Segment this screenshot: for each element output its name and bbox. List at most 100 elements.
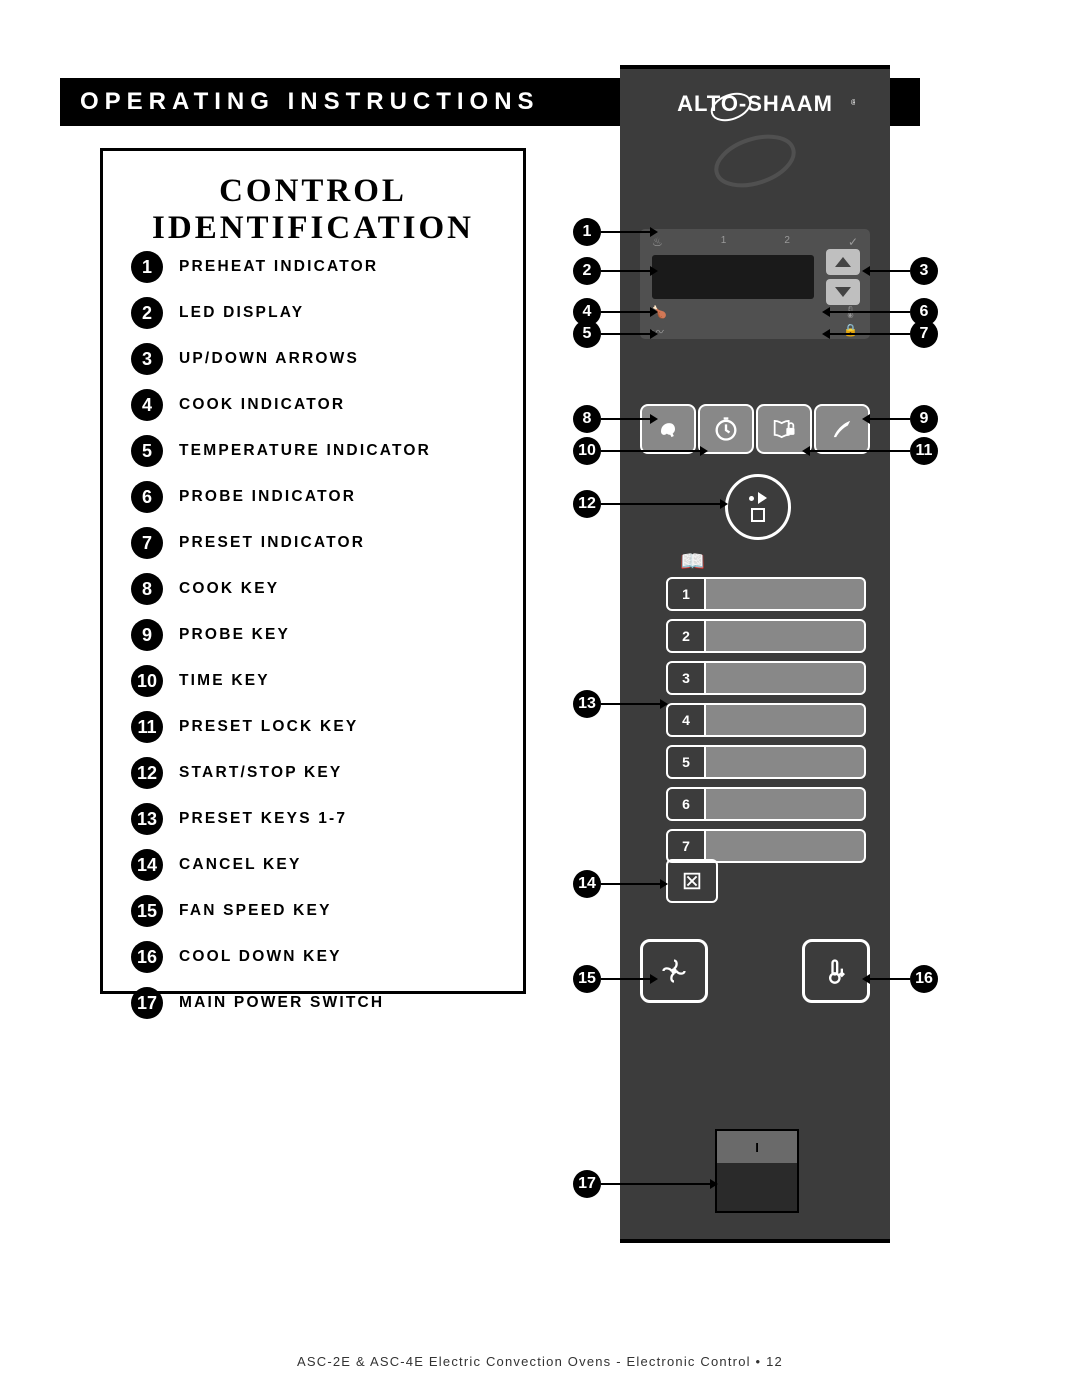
legend-title: CONTROL IDENTIFICATION bbox=[103, 173, 523, 247]
legend-row: 8Cook Key bbox=[131, 573, 495, 605]
display-area: ♨ 1 2 ✓ 🍗 🌡 〰 🔒 bbox=[640, 229, 870, 339]
footer-text: ASC-2E & ASC-4E Electric Convection Oven… bbox=[297, 1354, 783, 1369]
callout-leader bbox=[810, 450, 910, 452]
legend-number: 15 bbox=[131, 895, 163, 927]
legend-row: 6Probe Indicator bbox=[131, 481, 495, 513]
preset-slot bbox=[706, 703, 866, 737]
callout-leader bbox=[830, 333, 910, 335]
legend-row: 1 Preheat Indicator bbox=[131, 251, 495, 283]
brand-logo: ALTO-SHAAM ® bbox=[620, 87, 890, 189]
legend-number: 11 bbox=[131, 711, 163, 743]
callout-number: 11 bbox=[910, 437, 938, 465]
legend-label: Probe Key bbox=[179, 626, 290, 644]
arrow-right-icon bbox=[650, 266, 658, 276]
legend-row: 17Main Power Switch bbox=[131, 987, 495, 1019]
legend-label: Temperature Indicator bbox=[179, 442, 431, 460]
triangle-up-icon bbox=[835, 257, 851, 267]
preset-key[interactable]: 5 bbox=[666, 745, 866, 779]
cool-down-key[interactable] bbox=[802, 939, 870, 1003]
preset-number: 6 bbox=[666, 787, 706, 821]
legend-number: 12 bbox=[131, 757, 163, 789]
legend-row: 2LED Display bbox=[131, 297, 495, 329]
arrow-right-icon bbox=[660, 879, 668, 889]
main-power-switch[interactable]: I bbox=[715, 1129, 799, 1213]
callout-leader bbox=[601, 1183, 710, 1185]
callout-leader bbox=[870, 418, 910, 420]
chicken-icon bbox=[654, 415, 682, 443]
legend-row: 11 Preset Lock Key bbox=[131, 711, 495, 743]
power-switch-top: I bbox=[717, 1131, 797, 1163]
legend-label: Preset Keys 1-7 bbox=[179, 810, 347, 828]
preset-slot bbox=[706, 829, 866, 863]
header-title: OPERATING INSTRUCTIONS bbox=[80, 88, 540, 115]
legend-row: 9Probe Key bbox=[131, 619, 495, 651]
callout-number: 15 bbox=[573, 965, 601, 993]
callout-leader bbox=[601, 883, 660, 885]
start-stop-key[interactable] bbox=[725, 474, 791, 540]
legend-label: Main Power Switch bbox=[179, 994, 384, 1012]
preset-key[interactable]: 7 bbox=[666, 829, 866, 863]
preset-keys-group: 1 2 3 4 5 6 7 bbox=[666, 577, 866, 871]
preset-key[interactable]: 4 bbox=[666, 703, 866, 737]
callout-leader bbox=[601, 978, 650, 980]
callout-leader bbox=[601, 503, 720, 505]
probe-key[interactable] bbox=[814, 404, 870, 454]
callout-number: 13 bbox=[573, 690, 601, 718]
legend-label: Preset Lock Key bbox=[179, 718, 358, 736]
preheat-ind-1: 1 bbox=[721, 235, 727, 249]
cook-key[interactable] bbox=[640, 404, 696, 454]
check-icon: ✓ bbox=[848, 235, 858, 249]
legend-label: Preset Indicator bbox=[179, 534, 365, 552]
arrow-right-icon bbox=[650, 414, 658, 424]
led-display bbox=[652, 255, 814, 299]
arrow-left-icon bbox=[862, 974, 870, 984]
legend-number: 8 bbox=[131, 573, 163, 605]
arrow-left-icon bbox=[822, 329, 830, 339]
preset-key[interactable]: 2 bbox=[666, 619, 866, 653]
legend-list: 1 Preheat Indicator 2LED Display 3 Up/Down A… bbox=[103, 251, 523, 1019]
legend-number: 13 bbox=[131, 803, 163, 835]
legend-row: 4Cook Indicator bbox=[131, 389, 495, 421]
callout-number: 14 bbox=[573, 870, 601, 898]
legend-label: Up/Down Arrows bbox=[179, 350, 359, 368]
legend-number: 3 bbox=[131, 343, 163, 375]
up-arrow-button[interactable] bbox=[826, 249, 860, 275]
preset-key[interactable]: 1 bbox=[666, 577, 866, 611]
callout-leader bbox=[830, 311, 910, 313]
preset-key[interactable]: 3 bbox=[666, 661, 866, 695]
legend-row: 14Cancel Key bbox=[131, 849, 495, 881]
probe-icon bbox=[828, 415, 856, 443]
legend-number: 4 bbox=[131, 389, 163, 421]
legend-row: 10Time Key bbox=[131, 665, 495, 697]
power-on-label: I bbox=[755, 1140, 759, 1155]
heat-icon: ♨ bbox=[652, 235, 663, 249]
callout-leader bbox=[601, 703, 660, 705]
legend-label: Preheat Indicator bbox=[179, 258, 378, 276]
preset-slot bbox=[706, 619, 866, 653]
play-icon bbox=[758, 492, 767, 504]
arrow-right-icon bbox=[650, 227, 658, 237]
legend-row: 7Preset Indicator bbox=[131, 527, 495, 559]
fan-speed-key[interactable] bbox=[640, 939, 708, 1003]
control-panel: ALTO-SHAAM ® ♨ 1 2 ✓ 🍗 🌡 bbox=[620, 65, 890, 1243]
preset-indicator-icon: 🔒 bbox=[843, 323, 858, 340]
preset-number: 2 bbox=[666, 619, 706, 653]
callout-leader bbox=[601, 311, 650, 313]
callout-number: 5 bbox=[573, 320, 601, 348]
preset-number: 7 bbox=[666, 829, 706, 863]
preset-key[interactable]: 6 bbox=[666, 787, 866, 821]
cancel-icon bbox=[681, 870, 703, 892]
down-arrow-button[interactable] bbox=[826, 279, 860, 305]
clock-icon bbox=[712, 415, 740, 443]
preheat-ind-2: 2 bbox=[784, 235, 790, 249]
dot-icon bbox=[749, 496, 754, 501]
legend-number: 1 bbox=[131, 251, 163, 283]
callout-number: 8 bbox=[573, 405, 601, 433]
page: OPERATING INSTRUCTIONS CONTROL IDENTIFIC… bbox=[0, 0, 1080, 1397]
legend-row: 15Fan Speed Key bbox=[131, 895, 495, 927]
preset-number: 3 bbox=[666, 661, 706, 695]
arrow-left-icon bbox=[862, 414, 870, 424]
cancel-key[interactable] bbox=[666, 859, 718, 903]
legend-label: Time Key bbox=[179, 672, 270, 690]
legend-row: 5Temperature Indicator bbox=[131, 435, 495, 467]
